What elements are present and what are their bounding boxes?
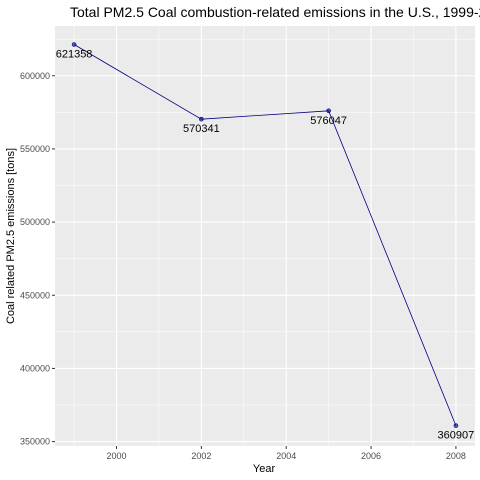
y-tick-label: 550000 — [20, 144, 50, 154]
x-tick-label: 2000 — [106, 451, 126, 461]
data-point — [453, 423, 459, 428]
data-point — [199, 116, 204, 122]
data-point — [71, 42, 77, 47]
y-axis-title: Coal related PM2.5 emissions [tons] — [5, 148, 17, 324]
series-line — [73, 44, 457, 426]
data-label: 360907 — [438, 430, 475, 442]
y-tick-label: 450000 — [20, 290, 50, 300]
x-tick-label: 2006 — [361, 451, 381, 461]
y-tick-label: 500000 — [20, 217, 50, 227]
plot-panel — [55, 26, 475, 446]
y-tick-label: 350000 — [20, 437, 50, 447]
data-label: 621358 — [56, 49, 93, 61]
data-label: 570341 — [183, 123, 220, 135]
data-point — [326, 108, 331, 114]
minor-gridlines — [55, 26, 475, 446]
y-tick-label: 600000 — [20, 71, 50, 81]
x-tick-label: 2002 — [191, 451, 211, 461]
x-axis-title: Year — [253, 463, 276, 475]
data-label: 576047 — [310, 115, 347, 127]
series-layer: 621358 570341 576047 360907 — [56, 42, 475, 442]
x-tick-label: 2008 — [446, 451, 466, 461]
major-gridlines — [55, 26, 475, 446]
y-axis: 350000 400000 450000 500000 550000 600000 — [20, 71, 55, 447]
x-axis: 2000 2002 2004 2006 2008 — [106, 446, 466, 461]
chart-title: Total PM2.5 Coal combustion-related emis… — [70, 4, 480, 20]
y-tick-label: 400000 — [20, 363, 50, 373]
x-tick-label: 2004 — [276, 451, 296, 461]
